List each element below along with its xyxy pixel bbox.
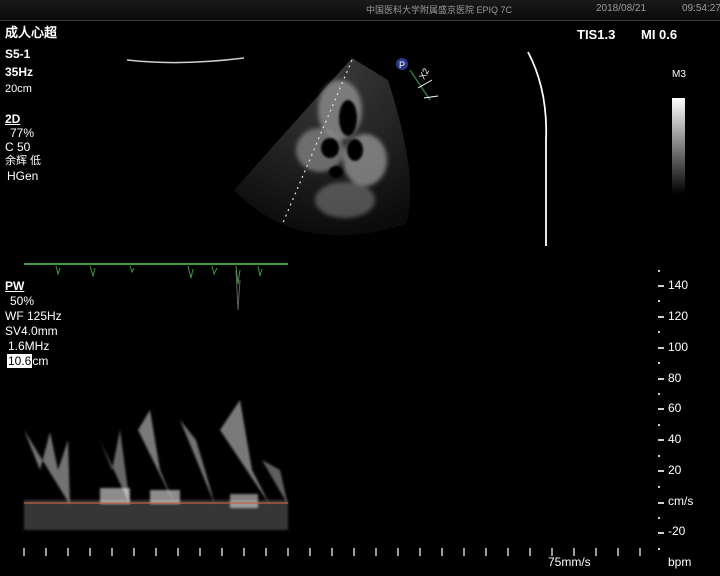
mode-pw-frequency: 1.6MHz [8, 339, 50, 353]
mode-2d-compression: C 50 [5, 140, 31, 154]
tgc-curve [527, 51, 548, 246]
mode-pw-title: PW [5, 279, 25, 293]
exam-time: 09:54:27 [682, 3, 720, 14]
time-axis-ticks [23, 548, 641, 556]
hospital-name: 中国医科大学附属盛京医院 EPIQ 7C [366, 5, 513, 15]
mode-pw-depth[interactable]: 10.6cm [7, 354, 49, 368]
scale-label-140: 140 [668, 278, 689, 292]
mechanical-index: MI 0.6 [641, 27, 678, 42]
velocity-scale-marks [658, 270, 664, 550]
pw-depth-unit: cm [32, 354, 49, 368]
probe-label: S5-1 [5, 47, 31, 61]
mode-pw-gain: 50% [10, 294, 35, 308]
pw-depth-value[interactable]: 10.6 [7, 354, 33, 368]
scale-label-40: 40 [668, 432, 682, 446]
scale-label-neg20: -20 [668, 524, 686, 538]
sweep-speed: 75mm/s [548, 555, 591, 569]
scale-unit-label: cm/s [668, 494, 694, 508]
scale-label-80: 80 [668, 371, 682, 385]
doppler-spectrum [24, 400, 288, 530]
preset-label[interactable]: 成人心超 [5, 25, 58, 40]
marker-text: X2 [417, 66, 431, 81]
scale-label-120: 120 [668, 309, 689, 323]
mode-pw-sample-volume: SV4.0mm [5, 324, 58, 338]
map-label: M3 [672, 69, 686, 80]
thermal-index: TIS1.3 [577, 27, 616, 42]
echo-sector [234, 58, 411, 236]
exam-date: 2018/08/21 [596, 3, 647, 14]
probe-marker-text: P [399, 60, 405, 70]
mode-pw-wall-filter: WF 125Hz [5, 309, 62, 323]
depth-label: 20cm [5, 83, 32, 95]
heart-rate-unit: bpm [668, 555, 692, 569]
heart-chambers [321, 100, 363, 178]
mode-2d-persistence: 余辉 低 [5, 155, 42, 167]
scale-label-60: 60 [668, 401, 682, 415]
header-bar: 中国医科大学附属盛京医院 EPIQ 7C 2018/08/21 09:54:27 [0, 0, 720, 21]
frame-rate: 35Hz [5, 65, 34, 79]
grayscale-map-bar [672, 98, 685, 194]
mode-2d-frequency: HGen [7, 169, 39, 183]
scale-label-20: 20 [668, 463, 682, 477]
scale-label-100: 100 [668, 340, 689, 354]
sector-top-line [126, 57, 245, 64]
probe-marker-icon [396, 58, 408, 70]
mode-2d-title: 2D [5, 112, 21, 126]
mode-2d-gain: 77% [10, 126, 35, 140]
